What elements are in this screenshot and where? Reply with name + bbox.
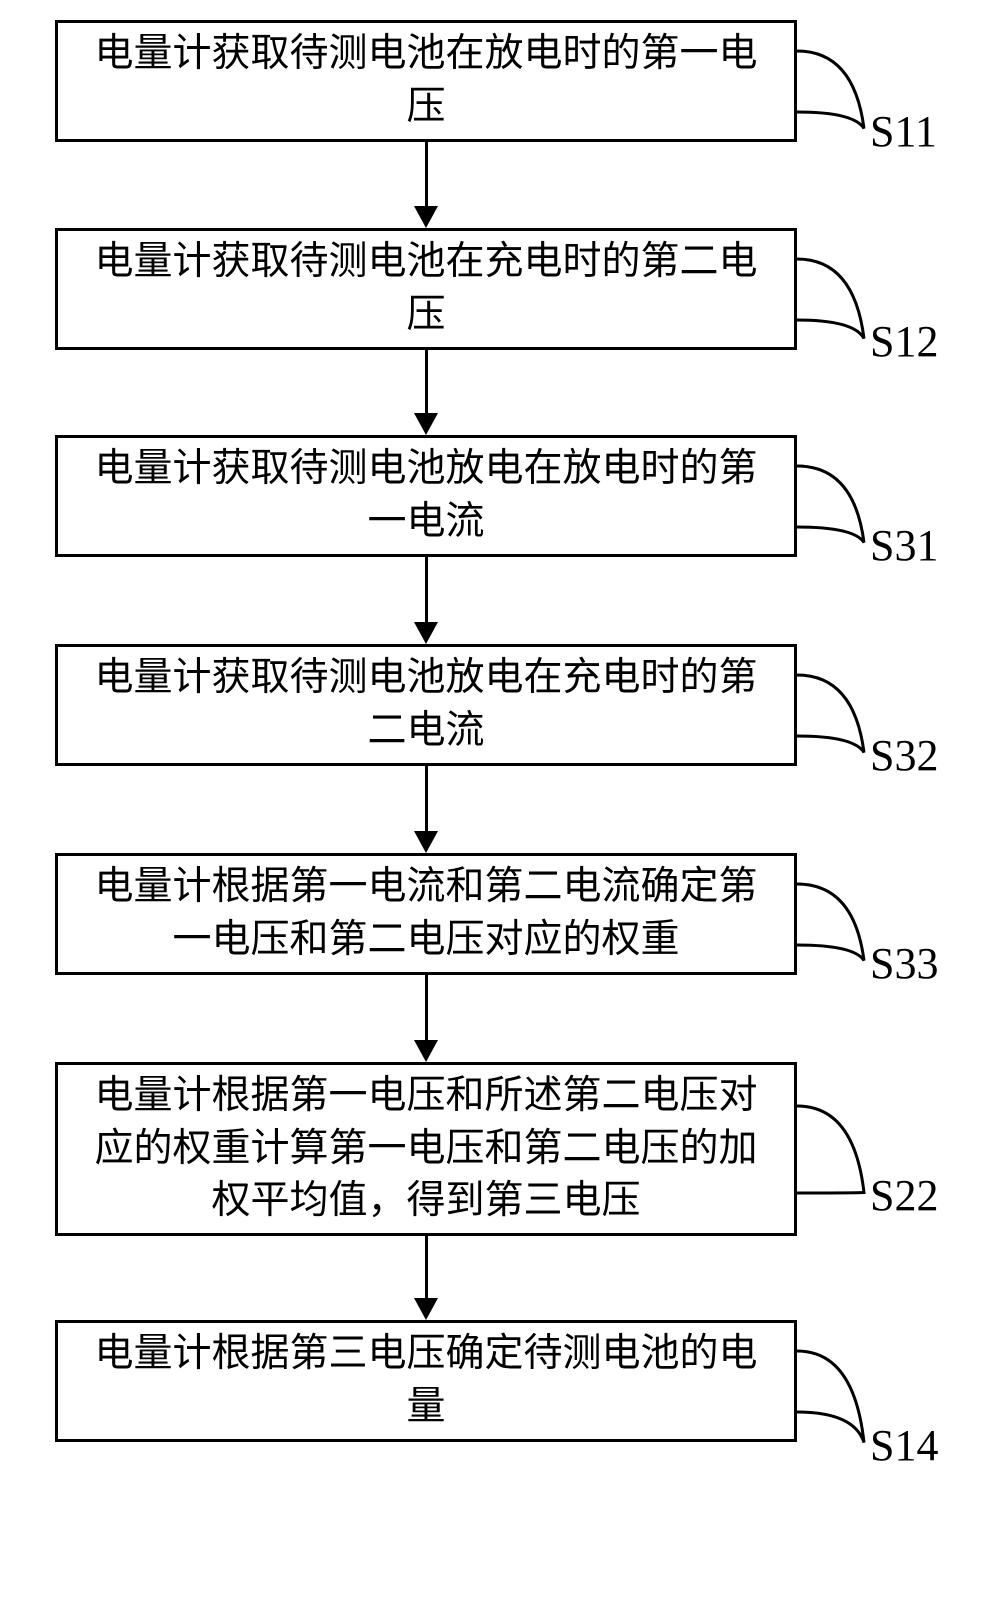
- flow-step-text: 电量计获取待测电池放电在充电时的第二电流: [78, 652, 774, 757]
- flow-step-text: 电量计根据第三电压确定待测电池的电量: [78, 1328, 774, 1433]
- arrow-head-icon: [414, 1298, 438, 1320]
- flow-step-text: 电量计获取待测电池放电在放电时的第一电流: [78, 443, 774, 548]
- flow-arrow: [414, 142, 438, 228]
- flow-step-text: 电量计根据第一电压和所述第二电压对应的权重计算第一电压和第二电压的加权平均值，得…: [78, 1070, 774, 1228]
- flow-step-label-s12: S12: [870, 316, 938, 367]
- brace-curve: [792, 254, 869, 344]
- brace-curve: [792, 670, 869, 758]
- flow-step-label-s14: S14: [870, 1420, 938, 1471]
- arrow-shaft: [425, 557, 428, 622]
- arrow-shaft: [425, 1236, 428, 1298]
- flow-step-s33: 电量计根据第一电流和第二电流确定第一电压和第二电压对应的权重: [55, 853, 797, 975]
- flowchart-canvas: 电量计获取待测电池在放电时的第一电压 S11 电量计获取待测电池在充电时的第二电压 S…: [0, 0, 998, 1623]
- brace-curve: [792, 879, 869, 966]
- flow-arrow: [414, 975, 438, 1062]
- flow-step-label-s31: S31: [870, 520, 938, 571]
- flow-step-text: 电量计获取待测电池在充电时的第二电压: [78, 236, 774, 341]
- flow-step-label-s11: S11: [870, 106, 937, 157]
- arrow-shaft: [425, 766, 428, 831]
- flow-step-s12: 电量计获取待测电池在充电时的第二电压: [55, 228, 797, 350]
- flow-step-s31: 电量计获取待测电池放电在放电时的第一电流: [55, 435, 797, 557]
- flow-step-s14: 电量计根据第三电压确定待测电池的电量: [55, 1320, 797, 1442]
- brace-curve: [792, 46, 869, 134]
- brace-curve: [792, 1346, 869, 1448]
- arrow-shaft: [425, 975, 428, 1040]
- flow-arrow: [414, 557, 438, 644]
- flow-step-s32: 电量计获取待测电池放电在充电时的第二电流: [55, 644, 797, 766]
- flow-step-s11: 电量计获取待测电池在放电时的第一电压: [55, 20, 797, 142]
- flow-step-label-s33: S33: [870, 938, 938, 989]
- arrow-head-icon: [414, 622, 438, 644]
- arrow-shaft: [425, 142, 428, 206]
- flow-step-text: 电量计根据第一电流和第二电流确定第一电压和第二电压对应的权重: [78, 861, 774, 966]
- arrow-shaft: [425, 350, 428, 413]
- flow-arrow: [414, 1236, 438, 1320]
- arrow-head-icon: [414, 831, 438, 853]
- arrow-head-icon: [414, 413, 438, 435]
- flow-step-label-s22: S22: [870, 1170, 938, 1221]
- flow-arrow: [414, 350, 438, 435]
- arrow-head-icon: [414, 206, 438, 228]
- brace-curve: [792, 1101, 869, 1198]
- flow-arrow: [414, 766, 438, 853]
- flow-step-text: 电量计获取待测电池在放电时的第一电压: [78, 28, 774, 133]
- flow-step-s22: 电量计根据第一电压和所述第二电压对应的权重计算第一电压和第二电压的加权平均值，得…: [55, 1062, 797, 1236]
- brace-curve: [792, 461, 869, 548]
- flow-step-label-s32: S32: [870, 730, 938, 781]
- arrow-head-icon: [414, 1040, 438, 1062]
